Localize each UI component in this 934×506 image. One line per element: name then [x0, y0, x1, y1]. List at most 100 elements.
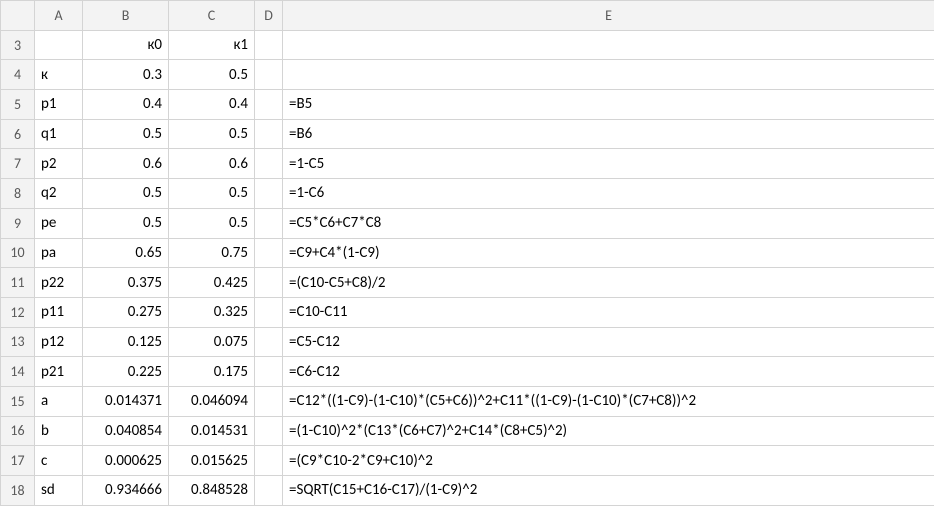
- cell-C18[interactable]: 0.848528: [169, 476, 255, 506]
- col-header-E[interactable]: E: [283, 1, 934, 31]
- cell-C8[interactable]: 0.5: [169, 179, 255, 209]
- cell-A12[interactable]: p11: [35, 297, 83, 327]
- cell-D12[interactable]: [255, 297, 283, 327]
- row-header-10[interactable]: 10: [1, 238, 35, 268]
- cell-A5[interactable]: p1: [35, 90, 83, 120]
- cell-D13[interactable]: [255, 327, 283, 357]
- row-header-4[interactable]: 4: [1, 60, 35, 90]
- cell-A13[interactable]: p12: [35, 327, 83, 357]
- cell-B6[interactable]: 0.5: [83, 119, 169, 149]
- row-header-3[interactable]: 3: [1, 30, 35, 60]
- cell-D17[interactable]: [255, 446, 283, 476]
- cell-A15[interactable]: a: [35, 386, 83, 416]
- cell-D5[interactable]: [255, 90, 283, 120]
- cell-B13[interactable]: 0.125: [83, 327, 169, 357]
- cell-B9[interactable]: 0.5: [83, 208, 169, 238]
- spreadsheet-grid[interactable]: A B C D E 3 к0 к1 4 к 0.3 0.5 5 p1: [0, 0, 934, 506]
- cell-C9[interactable]: 0.5: [169, 208, 255, 238]
- cell-C13[interactable]: 0.075: [169, 327, 255, 357]
- cell-D8[interactable]: [255, 179, 283, 209]
- cell-A8[interactable]: q2: [35, 179, 83, 209]
- cell-D18[interactable]: [255, 476, 283, 506]
- cell-A16[interactable]: b: [35, 416, 83, 446]
- cell-D9[interactable]: [255, 208, 283, 238]
- row-header-12[interactable]: 12: [1, 297, 35, 327]
- cell-A17[interactable]: c: [35, 446, 83, 476]
- cell-E4[interactable]: [283, 60, 934, 90]
- cell-E8[interactable]: =1-C6: [283, 179, 934, 209]
- cell-C10[interactable]: 0.75: [169, 238, 255, 268]
- row-header-8[interactable]: 8: [1, 179, 35, 209]
- row-header-16[interactable]: 16: [1, 416, 35, 446]
- cell-A7[interactable]: p2: [35, 149, 83, 179]
- cell-D10[interactable]: [255, 238, 283, 268]
- cell-D16[interactable]: [255, 416, 283, 446]
- cell-B17[interactable]: 0.000625: [83, 446, 169, 476]
- row-header-13[interactable]: 13: [1, 327, 35, 357]
- cell-C3[interactable]: к1: [169, 30, 255, 60]
- cell-C16[interactable]: 0.014531: [169, 416, 255, 446]
- row-header-15[interactable]: 15: [1, 386, 35, 416]
- cell-E17[interactable]: =(C9*C10-2*C9+C10)^2: [283, 446, 934, 476]
- cell-E16[interactable]: =(1-C10)^2*(C13*(C6+C7)^2+C14*(C8+C5)^2): [283, 416, 934, 446]
- cell-C6[interactable]: 0.5: [169, 119, 255, 149]
- cell-A9[interactable]: pe: [35, 208, 83, 238]
- row-header-17[interactable]: 17: [1, 446, 35, 476]
- col-header-D[interactable]: D: [255, 1, 283, 31]
- cell-E12[interactable]: =C10-C11: [283, 297, 934, 327]
- cell-D15[interactable]: [255, 386, 283, 416]
- cell-C14[interactable]: 0.175: [169, 357, 255, 387]
- cell-B5[interactable]: 0.4: [83, 90, 169, 120]
- cell-B15[interactable]: 0.014371: [83, 386, 169, 416]
- row-header-18[interactable]: 18: [1, 476, 35, 506]
- cell-C11[interactable]: 0.425: [169, 268, 255, 298]
- cell-A4[interactable]: к: [35, 60, 83, 90]
- col-header-B[interactable]: B: [83, 1, 169, 31]
- cell-E15[interactable]: =C12*((1-C9)-(1-C10)*(C5+C6))^2+C11*((1-…: [283, 386, 934, 416]
- cell-B7[interactable]: 0.6: [83, 149, 169, 179]
- cell-E9[interactable]: =C5*C6+C7*C8: [283, 208, 934, 238]
- cell-A14[interactable]: p21: [35, 357, 83, 387]
- cell-A11[interactable]: p22: [35, 268, 83, 298]
- cell-D6[interactable]: [255, 119, 283, 149]
- cell-C5[interactable]: 0.4: [169, 90, 255, 120]
- cell-B11[interactable]: 0.375: [83, 268, 169, 298]
- cell-E7[interactable]: =1-C5: [283, 149, 934, 179]
- cell-E13[interactable]: =C5-C12: [283, 327, 934, 357]
- cell-A6[interactable]: q1: [35, 119, 83, 149]
- col-header-A[interactable]: A: [35, 1, 83, 31]
- cell-E10[interactable]: =C9+C4*(1-C9): [283, 238, 934, 268]
- cell-D14[interactable]: [255, 357, 283, 387]
- cell-D11[interactable]: [255, 268, 283, 298]
- cell-A18[interactable]: sd: [35, 476, 83, 506]
- cell-E14[interactable]: =C6-C12: [283, 357, 934, 387]
- cell-D7[interactable]: [255, 149, 283, 179]
- cell-B10[interactable]: 0.65: [83, 238, 169, 268]
- cell-B3[interactable]: к0: [83, 30, 169, 60]
- cell-D3[interactable]: [255, 30, 283, 60]
- cell-B12[interactable]: 0.275: [83, 297, 169, 327]
- row-header-14[interactable]: 14: [1, 357, 35, 387]
- cell-A10[interactable]: pa: [35, 238, 83, 268]
- cell-E6[interactable]: =B6: [283, 119, 934, 149]
- cell-E18[interactable]: =SQRT(C15+C16-C17)/(1-C9)^2: [283, 476, 934, 506]
- row-header-9[interactable]: 9: [1, 208, 35, 238]
- cell-B8[interactable]: 0.5: [83, 179, 169, 209]
- cell-C15[interactable]: 0.046094: [169, 386, 255, 416]
- cell-C4[interactable]: 0.5: [169, 60, 255, 90]
- cell-D4[interactable]: [255, 60, 283, 90]
- row-header-6[interactable]: 6: [1, 119, 35, 149]
- cell-B4[interactable]: 0.3: [83, 60, 169, 90]
- cell-E3[interactable]: [283, 30, 934, 60]
- cell-C17[interactable]: 0.015625: [169, 446, 255, 476]
- cell-C7[interactable]: 0.6: [169, 149, 255, 179]
- col-header-C[interactable]: C: [169, 1, 255, 31]
- cell-B14[interactable]: 0.225: [83, 357, 169, 387]
- select-all-corner[interactable]: [1, 1, 35, 31]
- cell-A3[interactable]: [35, 30, 83, 60]
- cell-E11[interactable]: =(C10-C5+C8)/2: [283, 268, 934, 298]
- cell-E5[interactable]: =B5: [283, 90, 934, 120]
- row-header-11[interactable]: 11: [1, 268, 35, 298]
- cell-B16[interactable]: 0.040854: [83, 416, 169, 446]
- cell-C12[interactable]: 0.325: [169, 297, 255, 327]
